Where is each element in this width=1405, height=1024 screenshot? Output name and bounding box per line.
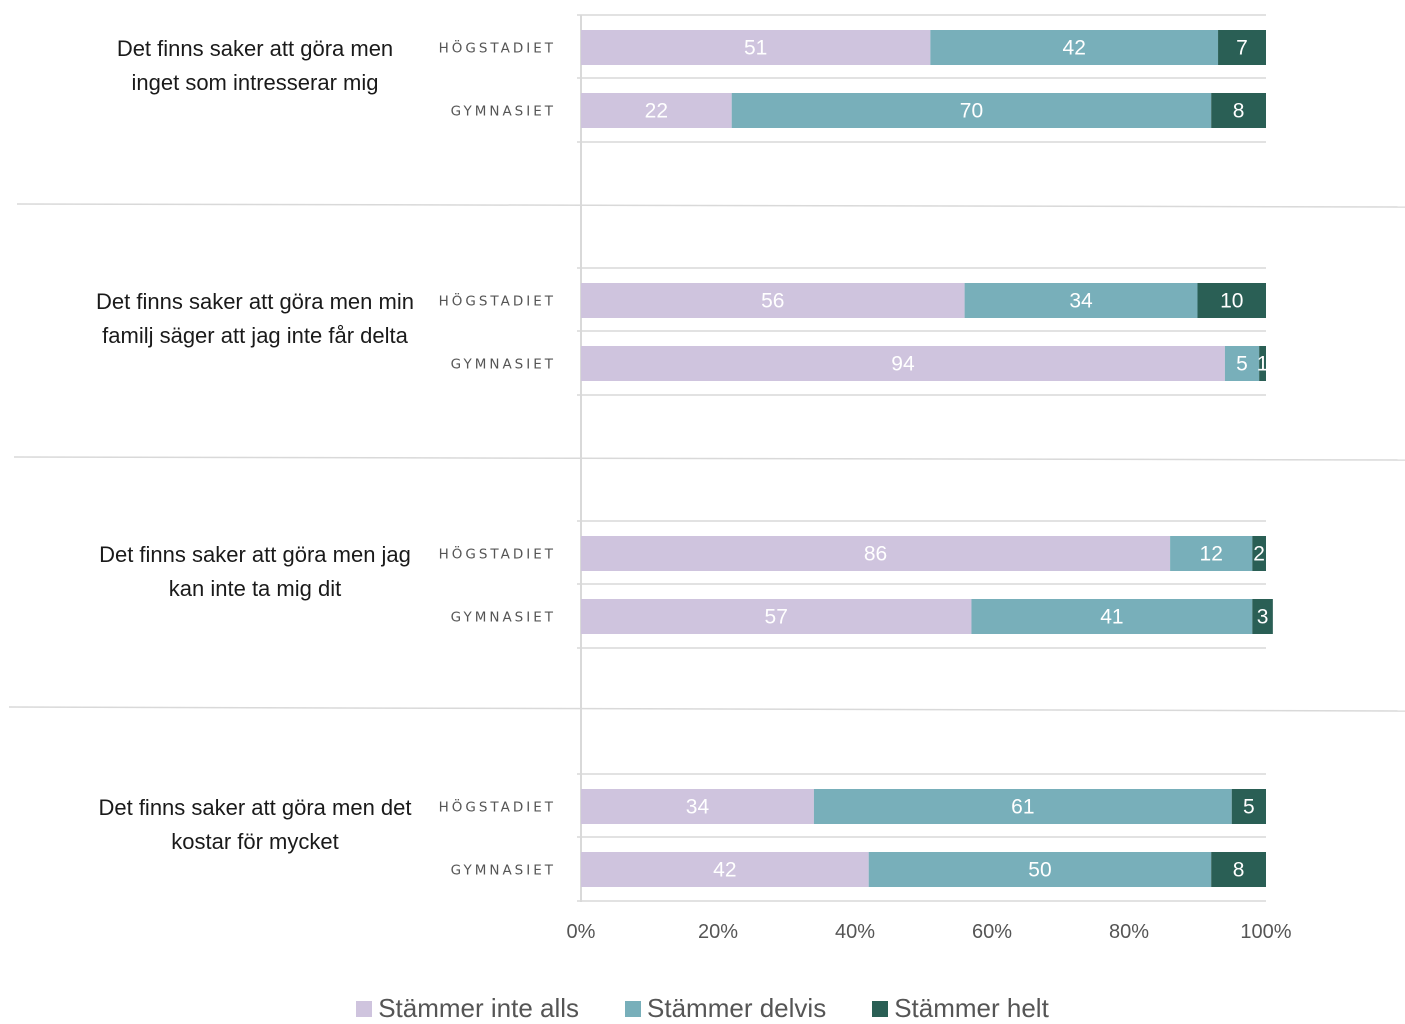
data-label: 34 [686, 796, 710, 819]
question-label: Det finns saker att göra men det kostar f… [98, 795, 411, 854]
bar-segment [581, 30, 931, 65]
legend-label: Stämmer inte alls [378, 993, 580, 1023]
data-label: 94 [891, 353, 915, 376]
legend-item: Stämmer inte alls [356, 993, 579, 1024]
bar-segment [868, 852, 1212, 887]
bar-segment [1231, 789, 1266, 824]
group-separator [8, 706, 1405, 712]
x-tick-label: 100% [1240, 921, 1291, 943]
x-tick-label: 0% [567, 921, 596, 943]
bar-segment [581, 852, 869, 887]
bar-segment [1259, 346, 1266, 381]
bar-segment [1224, 346, 1260, 381]
legend-label: Stämmer delvis [647, 993, 827, 1023]
group-label: HÖGSTADIET [439, 545, 556, 563]
bar-segment [581, 536, 1171, 571]
legend-item: Stämmer helt [872, 993, 1049, 1024]
data-label: 34 [1069, 290, 1093, 313]
data-label: 5 [1243, 796, 1255, 819]
group-label: GYMNASIET [451, 610, 556, 626]
bar-segment [1170, 536, 1253, 571]
data-label: 22 [645, 100, 668, 123]
group-separator [13, 456, 1405, 461]
data-label: 1 [1257, 353, 1269, 376]
bar-segment [964, 283, 1198, 318]
x-tick-label: 20% [698, 921, 738, 943]
data-label: 2 [1253, 543, 1265, 566]
bar-segment [581, 93, 732, 128]
data-label: 8 [1233, 859, 1245, 882]
data-label: 57 [765, 606, 788, 629]
data-label: 5 [1236, 353, 1248, 376]
bar-segment [1197, 283, 1266, 318]
data-label: 42 [713, 859, 736, 882]
bar-segment [813, 789, 1232, 824]
bar-segment [1252, 536, 1266, 571]
x-tick-label: 80% [1109, 921, 1149, 943]
group-label: GYMNASIET [451, 863, 556, 879]
bar-segment [581, 789, 814, 824]
legend-swatch [356, 1000, 373, 1017]
data-label: 70 [960, 100, 983, 123]
data-label: 86 [864, 543, 887, 566]
bar-segment [581, 599, 972, 634]
bar-segment [1211, 93, 1266, 128]
bar-segment [731, 93, 1212, 128]
group-label: GYMNASIET [451, 357, 556, 373]
legend: Stämmer inte alls Stämmer delvis Stämmer h… [0, 993, 1405, 1024]
data-label: 12 [1200, 543, 1223, 566]
bar-segment [971, 599, 1253, 634]
group-label: HÖGSTADIET [439, 798, 556, 816]
group-label: GYMNASIET [451, 104, 556, 120]
bar-segment [581, 346, 1225, 381]
data-label: 50 [1028, 859, 1051, 882]
data-label: 41 [1100, 606, 1123, 629]
x-tick-label: 60% [972, 921, 1012, 943]
bar-segment [930, 30, 1219, 65]
group-separator [16, 203, 1405, 208]
bar-segment [1218, 30, 1266, 65]
legend-label: Stämmer helt [894, 993, 1049, 1023]
group-label: HÖGSTADIET [439, 292, 556, 310]
data-label: 3 [1257, 606, 1269, 629]
legend-swatch [625, 1000, 642, 1017]
data-label: 61 [1011, 796, 1034, 819]
bar-segment [1252, 599, 1273, 634]
legend-swatch [872, 1000, 889, 1017]
legend-item: Stämmer delvis [625, 993, 826, 1024]
question-label: Det finns saker att göra men min familj s… [96, 289, 414, 348]
data-label: 10 [1220, 290, 1243, 313]
bar-segment [581, 283, 965, 318]
x-tick-label: 40% [835, 921, 875, 943]
question-label: Det finns saker att göra men inget som in… [117, 36, 393, 95]
data-label: 51 [744, 37, 767, 60]
data-label: 7 [1236, 37, 1248, 60]
question-label: Det finns saker att göra men jag kan inte… [99, 542, 411, 601]
data-label: 56 [761, 290, 784, 313]
data-label: 42 [1063, 37, 1086, 60]
group-label: HÖGSTADIET [439, 39, 556, 57]
bar-segment [1211, 852, 1266, 887]
data-label: 8 [1233, 100, 1245, 123]
